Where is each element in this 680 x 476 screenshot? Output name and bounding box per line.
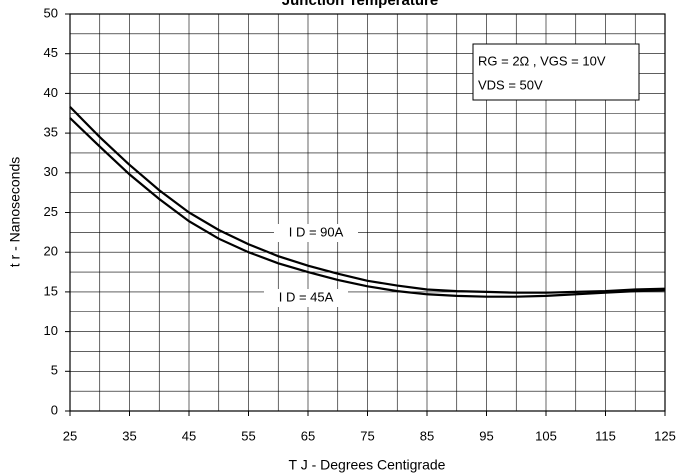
x-tick-label: 35: [122, 428, 136, 443]
x-tick-label: 115: [595, 428, 616, 443]
series-line: [69, 117, 666, 298]
x-axis-label: T J - Degrees Centigrade: [289, 457, 446, 473]
annotation-box: [472, 43, 640, 101]
y-tick-label: 10: [44, 323, 58, 338]
y-tick-label: 0: [51, 402, 58, 417]
x-tick-label: 55: [241, 428, 255, 443]
y-tick-label: 45: [44, 45, 58, 60]
label-bg: [264, 289, 348, 307]
plot-frame: [69, 13, 666, 412]
y-axis-label: t r - Nanoseconds: [7, 157, 23, 268]
x-tick-label: 105: [535, 428, 557, 443]
series-label: I D = 45A: [279, 289, 334, 304]
annotation: VDS = 50V: [478, 77, 543, 92]
y-tick-label: 35: [44, 125, 58, 140]
x-tick-label: 45: [182, 428, 196, 443]
y-tick-label: 5: [51, 363, 58, 378]
chart-title: Junction Temperature: [282, 0, 438, 9]
x-tick-label: 25: [63, 428, 77, 443]
x-tick-label: 125: [654, 428, 676, 443]
x-tick-label: 95: [479, 428, 493, 443]
x-tick-label: 65: [301, 428, 315, 443]
x-tick-label: 85: [420, 428, 434, 443]
series-label: I D = 90A: [289, 224, 344, 239]
label-bg: [274, 224, 358, 242]
annotation: RG = 2Ω , VGS = 10V: [478, 53, 606, 68]
series-line: [69, 106, 666, 294]
y-tick-label: 30: [44, 164, 58, 179]
y-tick-label: 20: [44, 244, 58, 259]
y-tick-label: 25: [44, 204, 58, 219]
y-tick-label: 15: [44, 283, 58, 298]
x-tick-label: 75: [360, 428, 374, 443]
y-tick-label: 40: [44, 85, 58, 100]
y-tick-label: 50: [44, 5, 58, 20]
